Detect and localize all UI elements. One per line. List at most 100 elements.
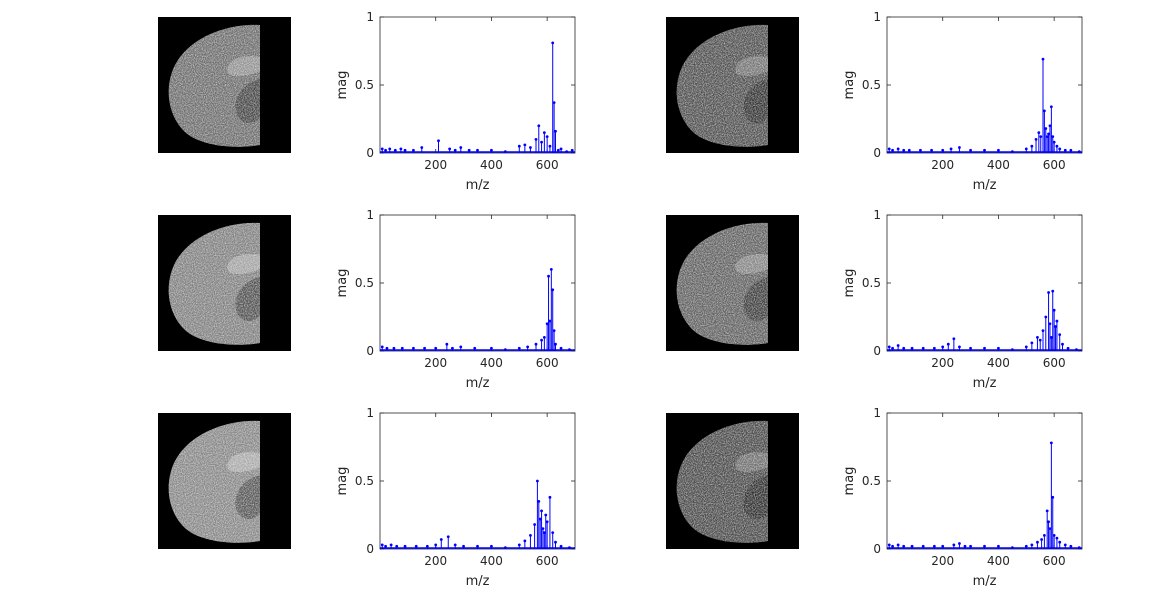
stem-marker [540,509,543,513]
stem-marker [932,544,936,548]
stem-marker [1051,289,1055,293]
stem-marker [1047,520,1050,524]
y-tick-label: 0 [366,146,374,160]
y-tick-label: 0 [873,344,881,358]
stem-marker [1066,346,1070,350]
stem-marker [523,539,527,543]
stem-marker [552,329,556,332]
stem-marker [1055,144,1059,148]
y-tick-label: 1 [366,208,374,222]
stem-marker [941,148,945,152]
x-axis-label: m/z [466,376,490,391]
stem-marker [1037,131,1041,135]
stem-marker [559,544,563,548]
stem-marker [526,345,530,349]
stem-marker [1077,150,1081,154]
stem-marker [548,144,552,148]
x-tick-label: 400 [987,554,1010,568]
stem-marker [568,348,571,352]
stem-marker [1054,325,1057,328]
stem-marker [554,540,557,544]
y-tick-label: 1 [873,208,881,222]
y-tick-label: 1 [366,10,374,24]
stem-marker [476,544,479,548]
y-axis-label: mag [842,467,857,496]
stem-marker [385,346,389,350]
stem-marker [389,543,393,547]
x-tick-label: 600 [1043,158,1066,172]
stem-marker [1047,132,1050,136]
y-tick-label: 0.5 [355,474,374,488]
stem-marker [1052,140,1056,144]
stem-marker [930,148,933,152]
stem-marker [534,138,538,141]
stem-marker [997,544,1000,548]
stem-marker [902,148,906,152]
stem-marker [414,544,418,548]
stem-marker [941,345,945,349]
stem-marker [392,346,396,350]
charts-layer: 0 0.5 1 200 400 600 m/z mag 0 0.5 1 200 400 600 m/z mag… [335,10,1083,589]
y-tick-label: 0.5 [355,276,374,290]
plot-area [886,16,1083,154]
stem-marker [517,543,521,547]
stem-marker [490,544,493,548]
stem-marker [453,148,457,152]
x-tick-label: 600 [536,158,559,172]
x-tick-label: 200 [424,554,447,568]
stem-marker [887,345,891,349]
stem-marker [997,346,1000,350]
stem-marker [570,148,574,152]
stem-marker [983,544,986,548]
stem-marker [554,129,557,133]
stem-marker [983,346,986,350]
x-axis-label: m/z [466,574,490,589]
stem-marker [551,288,555,292]
stem-marker [393,148,397,152]
stem-marker [1041,329,1045,332]
stem-marker [403,148,407,152]
stem-marker [1039,135,1043,139]
brain-slice-image [666,413,799,549]
stem-marker [400,346,404,350]
plot-area [379,412,576,550]
stem-marker [559,147,563,151]
stem-marker [1042,534,1046,537]
stem-marker [380,543,384,547]
stem-marker [952,543,956,547]
stem-marker [540,140,543,144]
x-axis-label: m/z [466,178,490,193]
stem-marker [1040,538,1044,541]
stem-marker [503,150,507,154]
stem-marker [384,148,387,152]
stem-marker [1063,543,1067,547]
stem-marker [1036,540,1039,544]
stem-marker [1045,135,1049,139]
stem-marker [459,146,463,149]
y-tick-label: 0.5 [355,78,374,92]
stem-marker [919,148,922,152]
stem-marker [1058,147,1062,151]
stem-marker [1044,127,1048,130]
stem-marker [896,543,900,547]
stem-marker [542,131,546,135]
x-axis-label: m/z [973,376,997,391]
stem-marker [445,342,449,346]
stem-marker [952,337,956,341]
stem-marker [969,148,972,152]
stem-marker [1049,336,1053,339]
stem-marker [887,543,891,547]
stem-marker [544,513,548,517]
stem-marker [1036,336,1039,339]
stem-marker [958,345,961,349]
stem-marker [548,495,552,499]
stem-marker [548,319,552,323]
stem-marker [517,144,521,148]
spectrum-chart: 0 0.5 1 200 400 600 m/z mag [842,208,1083,391]
stem-marker [412,346,415,350]
stem-marker [503,348,507,352]
y-tick-label: 0 [366,542,374,556]
images-layer [158,17,799,549]
stem-marker [1024,345,1028,349]
